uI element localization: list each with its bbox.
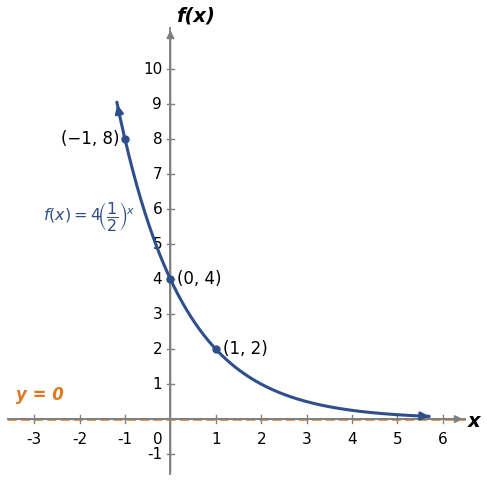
Text: y = 0: y = 0 bbox=[16, 387, 64, 404]
Text: 6: 6 bbox=[152, 202, 162, 217]
Text: 8: 8 bbox=[152, 132, 162, 147]
Text: 3: 3 bbox=[302, 432, 312, 447]
Text: 1: 1 bbox=[211, 432, 221, 447]
Text: -2: -2 bbox=[72, 432, 87, 447]
Text: 5: 5 bbox=[152, 237, 162, 252]
Text: 4: 4 bbox=[347, 432, 357, 447]
Text: 5: 5 bbox=[393, 432, 402, 447]
Text: 6: 6 bbox=[438, 432, 448, 447]
Text: 7: 7 bbox=[152, 167, 162, 182]
Text: 2: 2 bbox=[152, 342, 162, 357]
Text: $f(x) = 4\!\left(\dfrac{1}{2}\right)^{\!x}$: $f(x) = 4\!\left(\dfrac{1}{2}\right)^{\!… bbox=[43, 200, 135, 233]
Text: (0, 4): (0, 4) bbox=[177, 270, 222, 288]
Text: -1: -1 bbox=[117, 432, 132, 447]
Text: 4: 4 bbox=[152, 272, 162, 287]
Text: (1, 2): (1, 2) bbox=[223, 340, 267, 358]
Text: 9: 9 bbox=[152, 97, 162, 112]
Text: -3: -3 bbox=[27, 432, 42, 447]
Text: f(x): f(x) bbox=[176, 7, 215, 26]
Text: 10: 10 bbox=[143, 62, 162, 77]
Text: 2: 2 bbox=[257, 432, 266, 447]
Text: 0: 0 bbox=[152, 432, 162, 447]
Text: x: x bbox=[468, 413, 481, 431]
Text: 3: 3 bbox=[152, 307, 162, 321]
Text: -1: -1 bbox=[147, 446, 162, 462]
Text: (−1, 8): (−1, 8) bbox=[61, 130, 119, 148]
Text: 1: 1 bbox=[152, 376, 162, 391]
